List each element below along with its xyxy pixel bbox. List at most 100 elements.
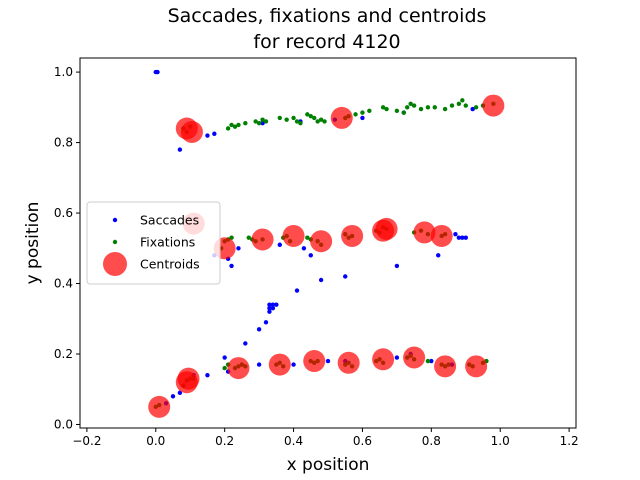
fixation-point bbox=[229, 122, 234, 128]
fixation-point bbox=[442, 106, 448, 112]
x-axis-label: x position bbox=[287, 455, 370, 475]
legend-marker-centroids bbox=[103, 252, 127, 276]
legend-marker-saccades bbox=[112, 217, 118, 223]
fixation-point bbox=[256, 120, 262, 126]
saccade-point bbox=[256, 327, 262, 332]
fixation-point bbox=[291, 115, 296, 121]
chart-title-line1: Saccades, fixations and centroids bbox=[168, 5, 487, 27]
legend-label-centroids: Centroids bbox=[140, 257, 200, 272]
y-tick-label: 0.2 bbox=[54, 347, 73, 361]
saccade-point bbox=[243, 341, 248, 346]
saccade-point bbox=[270, 302, 276, 307]
saccade-point bbox=[236, 246, 241, 251]
fixation-point bbox=[456, 101, 462, 107]
fixation-point bbox=[294, 119, 300, 124]
fixation-point bbox=[229, 235, 234, 240]
fixation-point bbox=[418, 106, 424, 112]
fixation-point bbox=[425, 105, 431, 110]
centroid-point bbox=[375, 217, 398, 240]
centroid-point bbox=[282, 224, 305, 247]
saccade-point bbox=[205, 133, 210, 138]
saccade-point bbox=[212, 131, 217, 136]
chart-title-line2: for record 4120 bbox=[253, 31, 400, 53]
saccade-point bbox=[205, 372, 210, 378]
fixation-point bbox=[315, 119, 320, 124]
saccade-point bbox=[453, 231, 458, 237]
saccade-point bbox=[470, 106, 475, 112]
saccade-point bbox=[318, 277, 324, 283]
x-tick-label: 0.2 bbox=[215, 434, 234, 448]
plot-frame bbox=[79, 57, 577, 429]
x-tick-label: 1.2 bbox=[560, 434, 579, 448]
fixation-point bbox=[222, 365, 227, 371]
fixation-point bbox=[408, 101, 413, 107]
fixation-point bbox=[353, 112, 358, 117]
centroid-point bbox=[413, 221, 436, 244]
fixation-point bbox=[312, 115, 317, 121]
saccade-point bbox=[263, 320, 269, 325]
fixation-point bbox=[367, 108, 372, 114]
saccade-point bbox=[291, 362, 296, 367]
x-tick-label: −0.2 bbox=[72, 434, 101, 448]
fixation-point bbox=[322, 119, 327, 124]
centroid-point bbox=[341, 224, 364, 247]
saccade-point bbox=[394, 355, 400, 360]
fixation-point bbox=[253, 119, 258, 124]
centroid-point bbox=[148, 395, 171, 418]
fixation-point bbox=[308, 113, 313, 119]
centroid-point bbox=[303, 350, 326, 373]
saccade-point bbox=[277, 242, 282, 247]
fixation-point bbox=[460, 98, 465, 103]
saccade-point bbox=[294, 288, 300, 293]
fixation-point bbox=[449, 103, 455, 108]
legend-label-fixations: Fixations bbox=[140, 235, 195, 250]
centroid-point bbox=[465, 355, 488, 378]
fixation-point bbox=[411, 103, 417, 108]
centroid-point bbox=[310, 230, 333, 253]
fixation-point bbox=[298, 120, 303, 126]
saccade-point bbox=[170, 394, 176, 399]
saccade-point bbox=[260, 120, 265, 126]
saccade-point bbox=[325, 358, 331, 364]
centroid-point bbox=[177, 367, 200, 390]
centroid-point bbox=[337, 351, 360, 374]
centroid-point bbox=[268, 353, 291, 376]
saccade-point bbox=[460, 235, 465, 240]
fixation-point bbox=[305, 235, 310, 240]
saccade-point bbox=[267, 309, 272, 314]
saccade-point bbox=[436, 253, 441, 258]
centroid-point bbox=[430, 224, 453, 247]
centroid-point bbox=[482, 94, 505, 117]
centroid-point bbox=[180, 121, 203, 143]
saccade-point bbox=[429, 358, 434, 364]
legend-marker-fixations bbox=[112, 239, 118, 245]
saccade-point bbox=[343, 274, 348, 279]
y-tick-label: 0.8 bbox=[54, 136, 73, 150]
fixation-point bbox=[432, 105, 437, 110]
y-tick-label: 0.4 bbox=[54, 277, 73, 291]
x-tick-label: 0.8 bbox=[422, 434, 441, 448]
fixation-point bbox=[463, 103, 468, 108]
fixation-point bbox=[401, 110, 406, 115]
y-axis-label: y position bbox=[23, 202, 43, 285]
fixation-point bbox=[318, 117, 324, 122]
saccade-point bbox=[229, 263, 234, 269]
fixation-point bbox=[246, 235, 251, 240]
fixation-point bbox=[277, 115, 282, 121]
fixation-point bbox=[243, 120, 248, 126]
x-tick-label: 0.6 bbox=[353, 434, 372, 448]
fixation-point bbox=[405, 105, 410, 110]
legend: Saccades Fixations Centroids bbox=[86, 201, 221, 285]
centroid-point bbox=[372, 348, 395, 371]
centroid-point bbox=[330, 106, 353, 129]
legend-label-saccades: Saccades bbox=[140, 213, 199, 228]
saccade-point bbox=[456, 235, 462, 240]
y-axis-ticks: 0.0 0.2 0.4 0.6 0.8 1.0 bbox=[54, 65, 80, 431]
fixation-point bbox=[225, 126, 231, 131]
fixation-point bbox=[394, 108, 400, 114]
saccade-point bbox=[155, 69, 160, 75]
saccade-point bbox=[360, 115, 365, 121]
saccade-point bbox=[177, 147, 183, 152]
saccade-point bbox=[274, 302, 279, 307]
fixation-point bbox=[263, 119, 269, 124]
